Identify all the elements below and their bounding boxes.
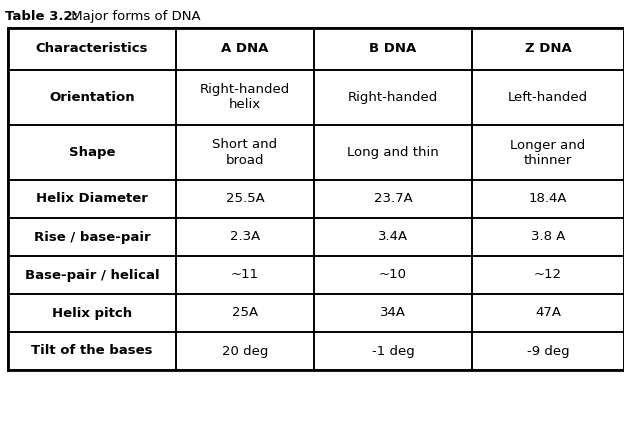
Bar: [472, 70, 624, 125]
Bar: [8, 125, 176, 180]
Bar: [314, 294, 472, 332]
Text: -1 deg: -1 deg: [372, 345, 414, 357]
Text: A DNA: A DNA: [222, 43, 269, 55]
Text: 47A: 47A: [535, 306, 561, 320]
Bar: [8, 218, 176, 256]
Text: Left-handed: Left-handed: [508, 91, 588, 104]
Text: 34A: 34A: [380, 306, 406, 320]
Text: 2.3A: 2.3A: [230, 230, 260, 244]
Text: 23.7A: 23.7A: [374, 193, 412, 205]
Text: 3.8 A: 3.8 A: [531, 230, 565, 244]
Bar: [8, 332, 176, 370]
Text: ~10: ~10: [379, 268, 407, 282]
Text: Right-handed: Right-handed: [348, 91, 438, 104]
Text: Shape: Shape: [69, 146, 115, 159]
Bar: [314, 125, 472, 180]
Text: B DNA: B DNA: [369, 43, 417, 55]
Text: Helix Diameter: Helix Diameter: [36, 193, 148, 205]
Text: Long and thin: Long and thin: [347, 146, 439, 159]
Text: 18.4A: 18.4A: [529, 193, 567, 205]
Bar: [176, 294, 314, 332]
Bar: [472, 332, 624, 370]
Text: Z DNA: Z DNA: [525, 43, 572, 55]
Bar: [314, 256, 472, 294]
Text: Characteristics: Characteristics: [36, 43, 149, 55]
Text: Base-pair / helical: Base-pair / helical: [25, 268, 159, 282]
Bar: [8, 256, 176, 294]
Text: 3.4A: 3.4A: [378, 230, 408, 244]
Bar: [176, 70, 314, 125]
Text: Short and
broad: Short and broad: [212, 138, 278, 167]
Bar: [176, 180, 314, 218]
Bar: [176, 28, 314, 70]
Text: Right-handed
helix: Right-handed helix: [200, 83, 290, 112]
Text: ~12: ~12: [534, 268, 562, 282]
Bar: [176, 332, 314, 370]
Text: Helix pitch: Helix pitch: [52, 306, 132, 320]
Text: Tilt of the bases: Tilt of the bases: [31, 345, 153, 357]
Bar: [176, 218, 314, 256]
Bar: [8, 28, 176, 70]
Bar: [8, 294, 176, 332]
Text: Orientation: Orientation: [49, 91, 135, 104]
Text: Longer and
thinner: Longer and thinner: [510, 138, 586, 167]
Text: 25A: 25A: [232, 306, 258, 320]
Bar: [176, 256, 314, 294]
Bar: [176, 125, 314, 180]
Bar: [314, 218, 472, 256]
Bar: [314, 180, 472, 218]
Text: Rise / base-pair: Rise / base-pair: [34, 230, 150, 244]
Text: Table 3.2:: Table 3.2:: [5, 10, 78, 23]
Bar: [472, 28, 624, 70]
Bar: [314, 332, 472, 370]
Text: -9 deg: -9 deg: [527, 345, 569, 357]
Text: 20 deg: 20 deg: [222, 345, 268, 357]
Bar: [472, 125, 624, 180]
Bar: [472, 256, 624, 294]
Bar: [472, 180, 624, 218]
Text: Major forms of DNA: Major forms of DNA: [67, 10, 201, 23]
Bar: [8, 70, 176, 125]
Bar: [472, 294, 624, 332]
Bar: [8, 180, 176, 218]
Bar: [314, 28, 472, 70]
Bar: [472, 218, 624, 256]
Text: 25.5A: 25.5A: [226, 193, 265, 205]
Text: ~11: ~11: [231, 268, 259, 282]
Bar: [314, 70, 472, 125]
